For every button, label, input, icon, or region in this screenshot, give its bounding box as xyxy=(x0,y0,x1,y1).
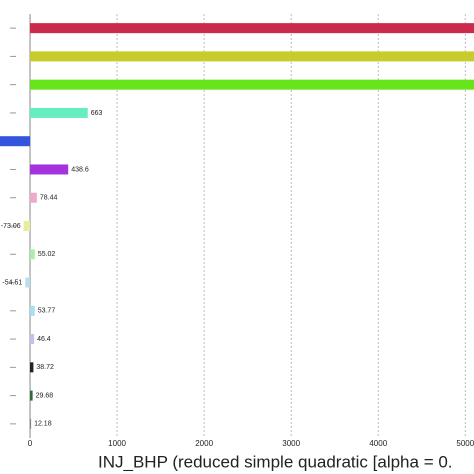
x-tick-label: 4000 xyxy=(369,439,387,448)
bar xyxy=(30,192,37,203)
bar xyxy=(30,418,32,429)
value-label: 438.6 xyxy=(71,166,89,173)
bar xyxy=(30,51,474,62)
x-tick-label: 2000 xyxy=(195,439,213,448)
value-label: 46.4 xyxy=(37,336,51,343)
value-label: 38.72 xyxy=(36,364,54,371)
bar xyxy=(23,221,31,231)
bar xyxy=(30,164,69,175)
bar xyxy=(30,107,88,118)
x-tick-label: 0 xyxy=(28,439,33,448)
bar xyxy=(30,334,35,345)
value-label: -73.06 xyxy=(1,223,21,230)
bar xyxy=(30,23,474,34)
bar xyxy=(30,305,35,316)
x-tick-label: 1000 xyxy=(108,439,126,448)
value-label: 29.68 xyxy=(36,392,54,399)
bar xyxy=(25,277,31,288)
bar xyxy=(30,249,35,260)
bar xyxy=(0,136,31,147)
bar xyxy=(30,79,474,90)
value-label: 12.18 xyxy=(34,421,52,428)
value-label: 663 xyxy=(91,110,103,117)
x-tick-label: 3000 xyxy=(282,439,300,448)
value-label: 53.77 xyxy=(38,308,56,315)
bar xyxy=(30,362,34,373)
plot-area: 663 438.6 78.44 -73.06 55.02 -54.51 53.77 46.4 3… xyxy=(0,14,474,438)
bar xyxy=(30,390,33,401)
x-axis-title: INJ_BHP (reduced simple quadratic [alpha… xyxy=(98,452,453,471)
value-label: -54.51 xyxy=(2,279,22,286)
x-tick-label: 5000 xyxy=(456,439,474,448)
value-label: 55.02 xyxy=(38,251,56,258)
value-label: 78.44 xyxy=(40,195,58,202)
